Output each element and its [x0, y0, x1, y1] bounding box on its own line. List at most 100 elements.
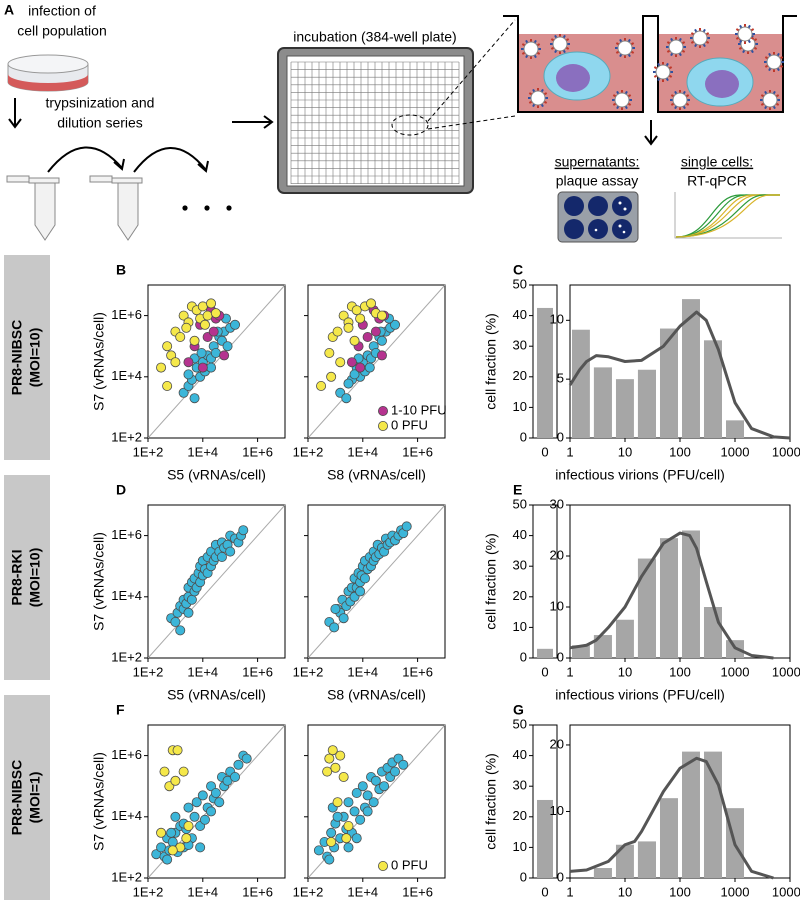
y-tick-label: 0	[557, 429, 564, 444]
scatter-point	[343, 378, 354, 389]
scatter-point	[199, 814, 210, 825]
y-tick-label: 30	[550, 496, 564, 511]
virion-spike	[657, 62, 661, 67]
virion-spike	[694, 43, 698, 48]
virion	[668, 39, 684, 55]
virion-spike	[653, 74, 658, 78]
scatter-point	[346, 357, 357, 368]
panel-letter: F	[116, 702, 125, 718]
x-tick-label: 1E+6	[242, 444, 273, 459]
virion-spike	[616, 90, 620, 95]
scatter-point	[332, 811, 343, 822]
scatter-point	[326, 827, 337, 838]
row-label-box	[4, 475, 50, 680]
virion-spike	[533, 54, 537, 59]
x-tick-label: 1E+4	[187, 444, 218, 459]
identity-line	[307, 504, 446, 659]
virion-spike	[705, 32, 710, 36]
y-tick-label: 1E+6	[111, 307, 142, 322]
plot-frame	[532, 504, 558, 659]
virion	[672, 92, 688, 108]
bar	[615, 379, 634, 438]
y-tick-label: 50	[513, 496, 527, 511]
scatter-point	[170, 811, 181, 822]
virion	[552, 36, 568, 52]
x-tick-label: 1E+2	[293, 664, 324, 679]
plot-frame	[307, 724, 446, 879]
identity-line	[307, 284, 446, 439]
panel-letter: E	[513, 482, 522, 498]
scatter-point	[338, 613, 349, 624]
scatter-point	[197, 301, 208, 312]
scatter-point	[349, 369, 360, 380]
legend-label: 0 PFU	[391, 857, 428, 872]
x-tick-label: 10	[618, 444, 632, 459]
step-label: trypsinization and	[46, 95, 155, 111]
scatter-point	[343, 322, 354, 333]
scatter-point	[196, 347, 207, 358]
scatter-point	[191, 797, 202, 808]
qpcr-plot	[674, 192, 782, 239]
panel-letter: D	[116, 482, 126, 498]
row-label: (MOI=1)	[27, 772, 43, 824]
scatter-point	[401, 521, 412, 532]
scatter-point	[376, 335, 387, 346]
arrow	[232, 115, 274, 129]
step-label: cell population	[17, 23, 107, 39]
scatter-point	[327, 745, 338, 756]
scatter-point	[181, 833, 192, 844]
virion-spike	[768, 52, 772, 57]
scatter-point	[183, 357, 194, 368]
density-curve	[569, 531, 774, 660]
scatter-point	[189, 811, 200, 822]
scatter-point	[355, 586, 366, 597]
virion-spike	[685, 94, 690, 98]
bar	[572, 645, 590, 658]
scatter-point	[230, 771, 241, 782]
bar	[572, 329, 590, 438]
scatter-point	[390, 319, 401, 330]
y-tick-label: 1E+6	[111, 527, 142, 542]
virion-spike	[702, 43, 706, 48]
virion-spike	[742, 49, 746, 54]
step-label: RT-qPCR	[687, 173, 747, 189]
scatter-point	[362, 806, 373, 817]
y-tick-label: 10	[513, 839, 527, 854]
virion-spike	[670, 102, 675, 106]
virion	[737, 26, 753, 42]
y-tick-label: 30	[513, 338, 527, 353]
virion-spike	[739, 39, 743, 44]
virion-spike	[565, 38, 570, 42]
virion-spike	[532, 103, 536, 108]
y-tick-label: 10	[550, 312, 564, 327]
virion-spike	[533, 39, 537, 44]
row-label: PR8-NIBSC	[9, 320, 25, 395]
x-tick-label: 0	[541, 664, 548, 679]
virion-spike	[521, 51, 526, 55]
scatter-point	[181, 322, 192, 333]
bar	[703, 340, 723, 438]
identity-line	[147, 504, 286, 659]
virion-spike	[678, 37, 682, 42]
bar	[615, 844, 634, 878]
scatter-point	[316, 381, 327, 392]
virion-spike	[612, 94, 617, 98]
panel-letter: A	[4, 2, 14, 18]
scatter-point	[178, 387, 189, 398]
bar	[682, 299, 700, 438]
scatter-point	[379, 781, 390, 792]
virion-spike	[540, 88, 544, 93]
x-axis-label: S5 (vRNAs/cell)	[167, 467, 266, 483]
scatter-point	[214, 797, 225, 808]
x-tick-label: 10	[618, 884, 632, 899]
virion-spike	[674, 90, 678, 95]
y-tick-label: 20	[550, 736, 564, 751]
virion	[762, 92, 778, 108]
row-label: PR8-NIBSC	[9, 760, 25, 835]
wells	[503, 15, 797, 113]
virion-spike	[554, 34, 558, 39]
y-tick-label: 1E+2	[111, 429, 142, 444]
scatter-point	[324, 347, 335, 358]
y-tick-label: 20	[513, 808, 527, 823]
bar	[593, 635, 612, 658]
